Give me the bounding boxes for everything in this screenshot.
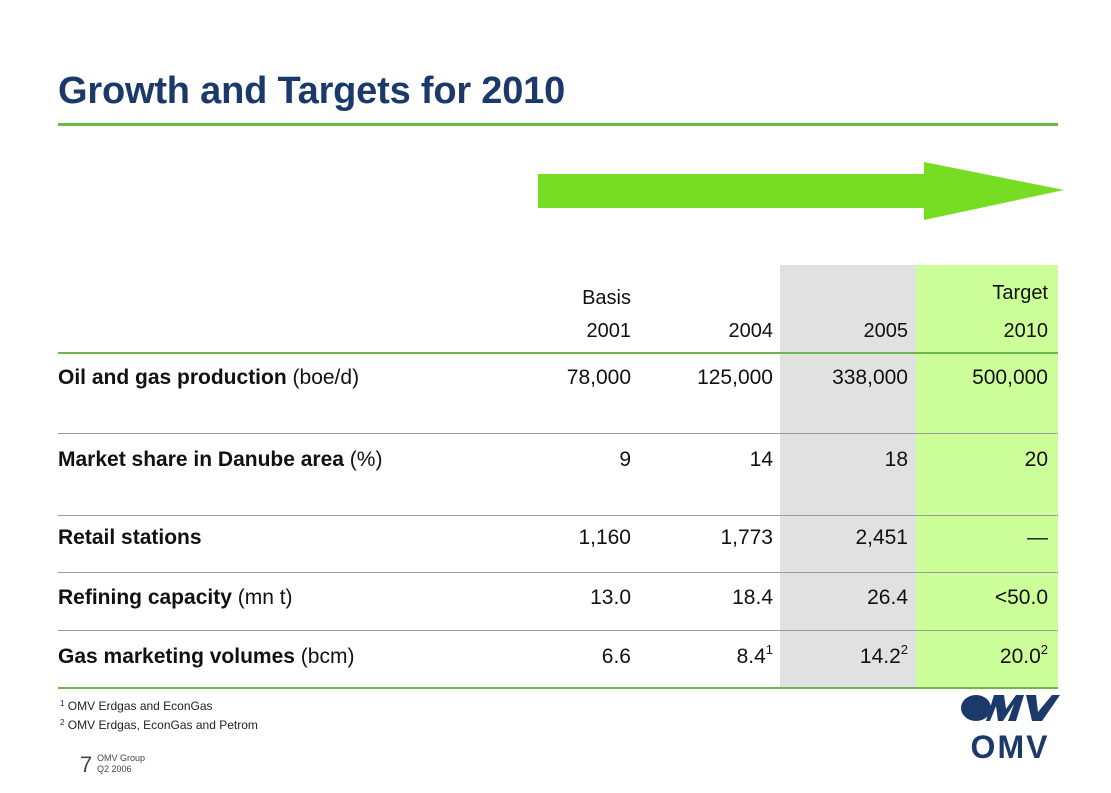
- table-cell: 9: [505, 448, 631, 472]
- page-title: Growth and Targets for 2010: [58, 70, 566, 112]
- cell-value: 125,000: [697, 366, 773, 389]
- footnote-mark: 2: [60, 718, 65, 727]
- row-divider: [58, 515, 1058, 516]
- row-label-oil-gas: Oil and gas production (boe/d): [58, 366, 359, 390]
- row-divider: [58, 433, 1058, 434]
- row-label-bold: Gas marketing volumes: [58, 645, 295, 668]
- table-cell: 8.41: [640, 642, 773, 669]
- cell-value: 26.4: [867, 586, 908, 609]
- row-divider: [58, 630, 1058, 631]
- footer-period: Q2 2006: [97, 764, 132, 774]
- row-divider: [58, 572, 1058, 573]
- cell-value: 8.4: [736, 645, 766, 668]
- table-cell: 500,000: [916, 366, 1048, 390]
- footer-group-info: OMV Group Q2 2006: [97, 753, 145, 775]
- omv-logo: OMV: [961, 695, 1060, 762]
- cell-value: 78,000: [566, 366, 631, 389]
- header-2005: 2005: [863, 320, 909, 342]
- row-label-gas-marketing: Gas marketing volumes (bcm): [58, 645, 354, 669]
- table-bottom-rule: [58, 687, 1058, 689]
- footnote-text: OMV Erdgas, EconGas and Petrom: [67, 718, 258, 732]
- cell-value: 9: [619, 448, 631, 471]
- cell-value: 1,160: [578, 526, 631, 549]
- table-cell: 20.02: [916, 642, 1048, 669]
- header-target-line2: 2010: [1003, 320, 1049, 342]
- cell-value: 20.0: [999, 645, 1041, 668]
- cell-value: <50.0: [994, 586, 1048, 609]
- cell-value: —: [1027, 526, 1048, 549]
- table-cell: 18: [780, 448, 908, 472]
- header-divider: [58, 352, 1058, 354]
- table-cell: 20: [916, 448, 1048, 472]
- header-2004: 2004: [728, 320, 774, 342]
- table-cell: 1,773: [640, 526, 773, 550]
- footnote-text: OMV Erdgas and EconGas: [67, 699, 213, 713]
- cell-value: 6.6: [601, 645, 631, 668]
- table-cell: 6.6: [505, 645, 631, 669]
- cell-value: 338,000: [832, 366, 908, 389]
- growth-arrow-icon: [538, 162, 1064, 220]
- column-highlight-target: [916, 265, 1058, 689]
- row-label-market-share: Market share in Danube area (%): [58, 448, 382, 472]
- cell-value: 2,451: [855, 526, 908, 549]
- row-label-unit: (%): [343, 448, 383, 471]
- row-label-bold: Market share in Danube area: [58, 448, 344, 471]
- table-cell: 78,000: [505, 366, 631, 390]
- table-cell: 18.4: [640, 586, 773, 610]
- title-underline: [58, 123, 1058, 126]
- cell-value: 500,000: [972, 366, 1048, 389]
- table-cell: <50.0: [916, 586, 1048, 610]
- footnote-2: 2 OMV Erdgas, EconGas and Petrom: [60, 718, 258, 732]
- cell-value: 18: [884, 448, 908, 471]
- cell-value: 18.4: [732, 586, 773, 609]
- row-label-unit: (bcm): [294, 645, 355, 668]
- footnote-marker: 2: [1040, 642, 1048, 657]
- table-cell: 125,000: [640, 366, 773, 390]
- table-cell: 14: [640, 448, 773, 472]
- table-cell: 14.22: [780, 642, 908, 669]
- header-basis-line2: 2001: [586, 320, 632, 342]
- row-label-refining-capacity: Refining capacity (mn t): [58, 586, 293, 610]
- footer-company: OMV Group: [97, 753, 146, 763]
- row-label-bold: Refining capacity: [58, 586, 232, 609]
- column-highlight-2005: [780, 265, 916, 689]
- page-number: 7: [80, 752, 93, 777]
- header-basis-line1: Basis: [582, 287, 631, 309]
- footnote-mark: 1: [60, 699, 65, 708]
- row-label-bold: Oil and gas production: [58, 366, 287, 389]
- cell-value: 14.2: [859, 645, 901, 668]
- header-target-line1: Target: [992, 282, 1048, 304]
- table-cell: 338,000: [780, 366, 908, 390]
- table-cell: 2,451: [780, 526, 908, 550]
- cell-value: 13.0: [590, 586, 631, 609]
- cell-value: 1,773: [720, 526, 773, 549]
- cell-value: 20: [1024, 448, 1048, 471]
- table-cell: 1,160: [505, 526, 631, 550]
- table-cell: —: [916, 526, 1048, 550]
- footnote-marker: 2: [900, 642, 908, 657]
- table-cell: 13.0: [505, 586, 631, 610]
- row-label-unit: (mn t): [231, 586, 293, 609]
- footnote-marker: 1: [765, 642, 773, 657]
- cell-value: 14: [749, 448, 773, 471]
- row-label-retail-stations: Retail stations: [58, 526, 202, 550]
- logo-wordmark: OMV: [971, 729, 1050, 762]
- table-cell: 26.4: [780, 586, 908, 610]
- row-label-unit: (boe/d): [286, 366, 360, 389]
- row-label-bold: Retail stations: [58, 526, 202, 549]
- footnote-1: 1 OMV Erdgas and EconGas: [60, 699, 213, 713]
